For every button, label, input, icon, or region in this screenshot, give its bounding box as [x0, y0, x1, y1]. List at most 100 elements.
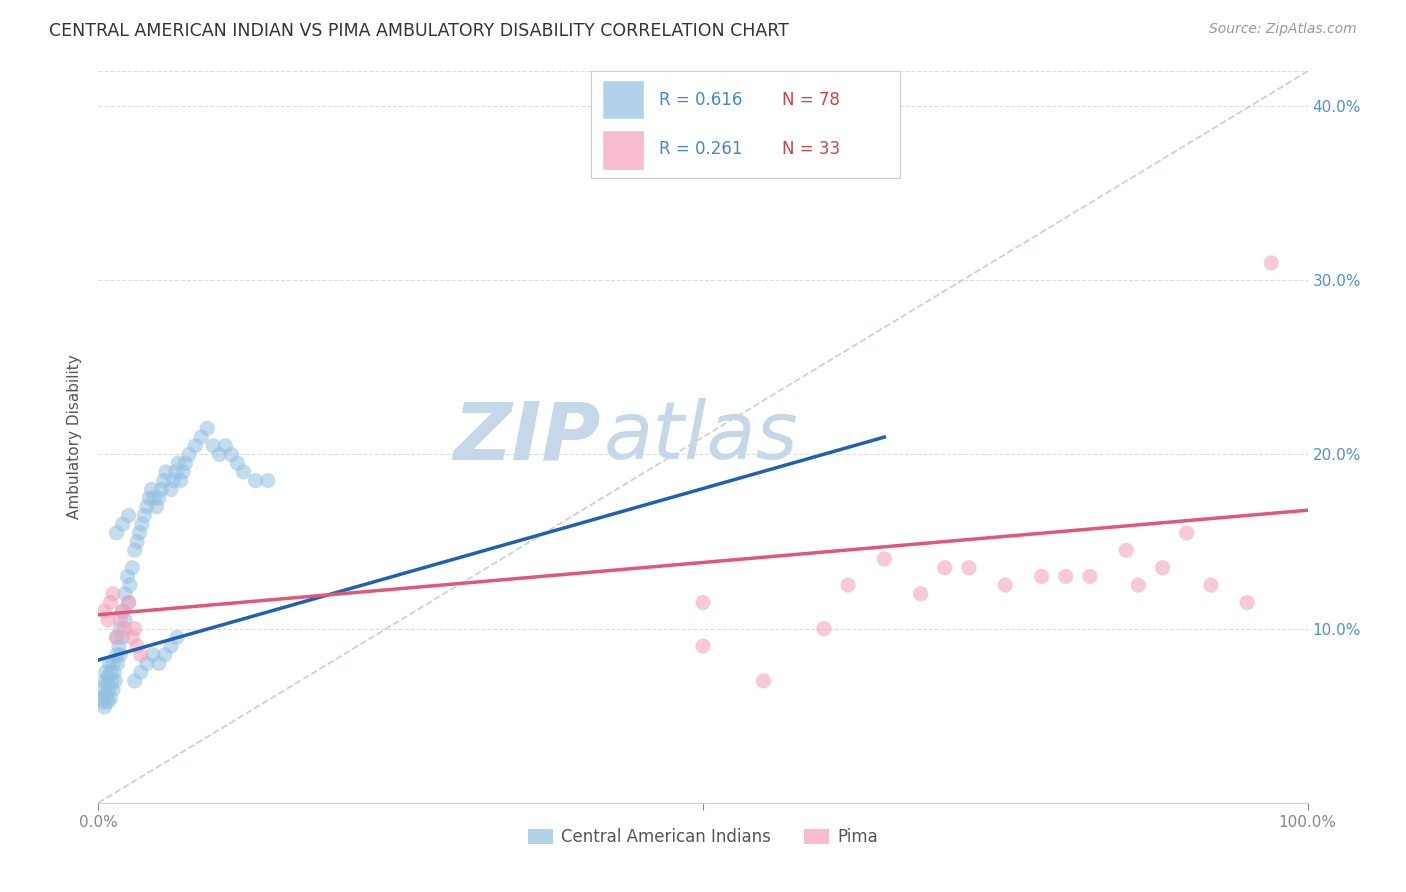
Point: [190, 430, 212, 444]
Point: [232, 465, 254, 479]
Point: [100, 665, 122, 680]
Point: [98, 682, 121, 697]
Point: [179, 448, 201, 462]
Point: [93, 673, 115, 688]
Point: [121, 560, 143, 574]
Y-axis label: Ambulatory Disability: Ambulatory Disability: [67, 355, 83, 519]
Point: [128, 525, 150, 540]
Point: [107, 657, 129, 671]
Point: [910, 587, 932, 601]
Point: [167, 456, 190, 470]
Point: [148, 657, 170, 671]
Point: [1054, 569, 1077, 583]
Point: [97, 613, 120, 627]
Point: [111, 631, 134, 645]
Point: [174, 456, 197, 470]
Point: [1078, 569, 1101, 583]
Point: [121, 631, 143, 645]
Point: [135, 500, 157, 514]
Text: CENTRAL AMERICAN INDIAN VS PIMA AMBULATORY DISABILITY CORRELATION CHART: CENTRAL AMERICAN INDIAN VS PIMA AMBULATO…: [49, 22, 789, 40]
Point: [172, 465, 194, 479]
Point: [97, 670, 120, 684]
Point: [143, 491, 166, 505]
Point: [127, 534, 149, 549]
Point: [813, 622, 835, 636]
Point: [162, 474, 184, 488]
Point: [141, 483, 163, 497]
Point: [93, 700, 115, 714]
Point: [101, 587, 124, 601]
Point: [837, 578, 859, 592]
Point: [111, 604, 134, 618]
Point: [111, 517, 134, 532]
Text: R = 0.261: R = 0.261: [658, 141, 742, 159]
Point: [150, 483, 173, 497]
Point: [91, 695, 114, 709]
Point: [111, 604, 134, 618]
Point: [96, 677, 118, 691]
Point: [138, 491, 160, 505]
Legend: Central American Indians, Pima: Central American Indians, Pima: [522, 822, 884, 853]
Point: [208, 448, 231, 462]
Point: [129, 648, 152, 662]
Point: [97, 695, 120, 709]
Point: [155, 465, 177, 479]
Point: [1031, 569, 1053, 583]
Point: [166, 631, 188, 645]
Point: [135, 657, 157, 671]
Point: [957, 560, 980, 574]
FancyBboxPatch shape: [603, 131, 643, 169]
Point: [108, 648, 131, 662]
Point: [202, 439, 225, 453]
Point: [94, 688, 117, 702]
Point: [90, 691, 112, 706]
Point: [1175, 525, 1198, 540]
Point: [94, 665, 117, 680]
Point: [994, 578, 1017, 592]
Point: [127, 639, 149, 653]
Text: N = 78: N = 78: [782, 91, 841, 109]
Point: [114, 613, 136, 627]
Point: [131, 517, 153, 532]
Point: [160, 639, 183, 653]
Point: [1115, 543, 1137, 558]
Point: [752, 673, 775, 688]
Point: [165, 465, 187, 479]
Point: [1128, 578, 1150, 592]
Point: [108, 639, 131, 653]
Point: [118, 508, 141, 523]
Point: [101, 682, 124, 697]
Point: [124, 673, 146, 688]
Point: [124, 543, 146, 558]
Point: [134, 508, 156, 523]
Point: [142, 648, 165, 662]
Point: [105, 525, 128, 540]
Point: [873, 552, 896, 566]
Point: [221, 448, 243, 462]
Point: [105, 631, 128, 645]
Point: [1236, 595, 1258, 609]
Point: [692, 639, 714, 653]
Point: [153, 648, 176, 662]
Point: [108, 613, 131, 627]
Point: [91, 682, 114, 697]
Point: [118, 595, 141, 609]
Point: [105, 631, 128, 645]
Point: [145, 500, 167, 514]
Point: [184, 439, 207, 453]
Text: Source: ZipAtlas.com: Source: ZipAtlas.com: [1209, 22, 1357, 37]
Point: [101, 657, 124, 671]
Point: [169, 474, 191, 488]
Point: [245, 474, 267, 488]
Point: [118, 595, 141, 609]
Point: [1260, 256, 1282, 270]
Text: atlas: atlas: [603, 398, 799, 476]
Point: [114, 622, 136, 636]
Point: [100, 673, 122, 688]
Point: [152, 474, 174, 488]
Point: [124, 622, 146, 636]
Text: R = 0.616: R = 0.616: [658, 91, 742, 109]
Point: [195, 421, 218, 435]
Point: [93, 604, 115, 618]
Point: [103, 665, 125, 680]
